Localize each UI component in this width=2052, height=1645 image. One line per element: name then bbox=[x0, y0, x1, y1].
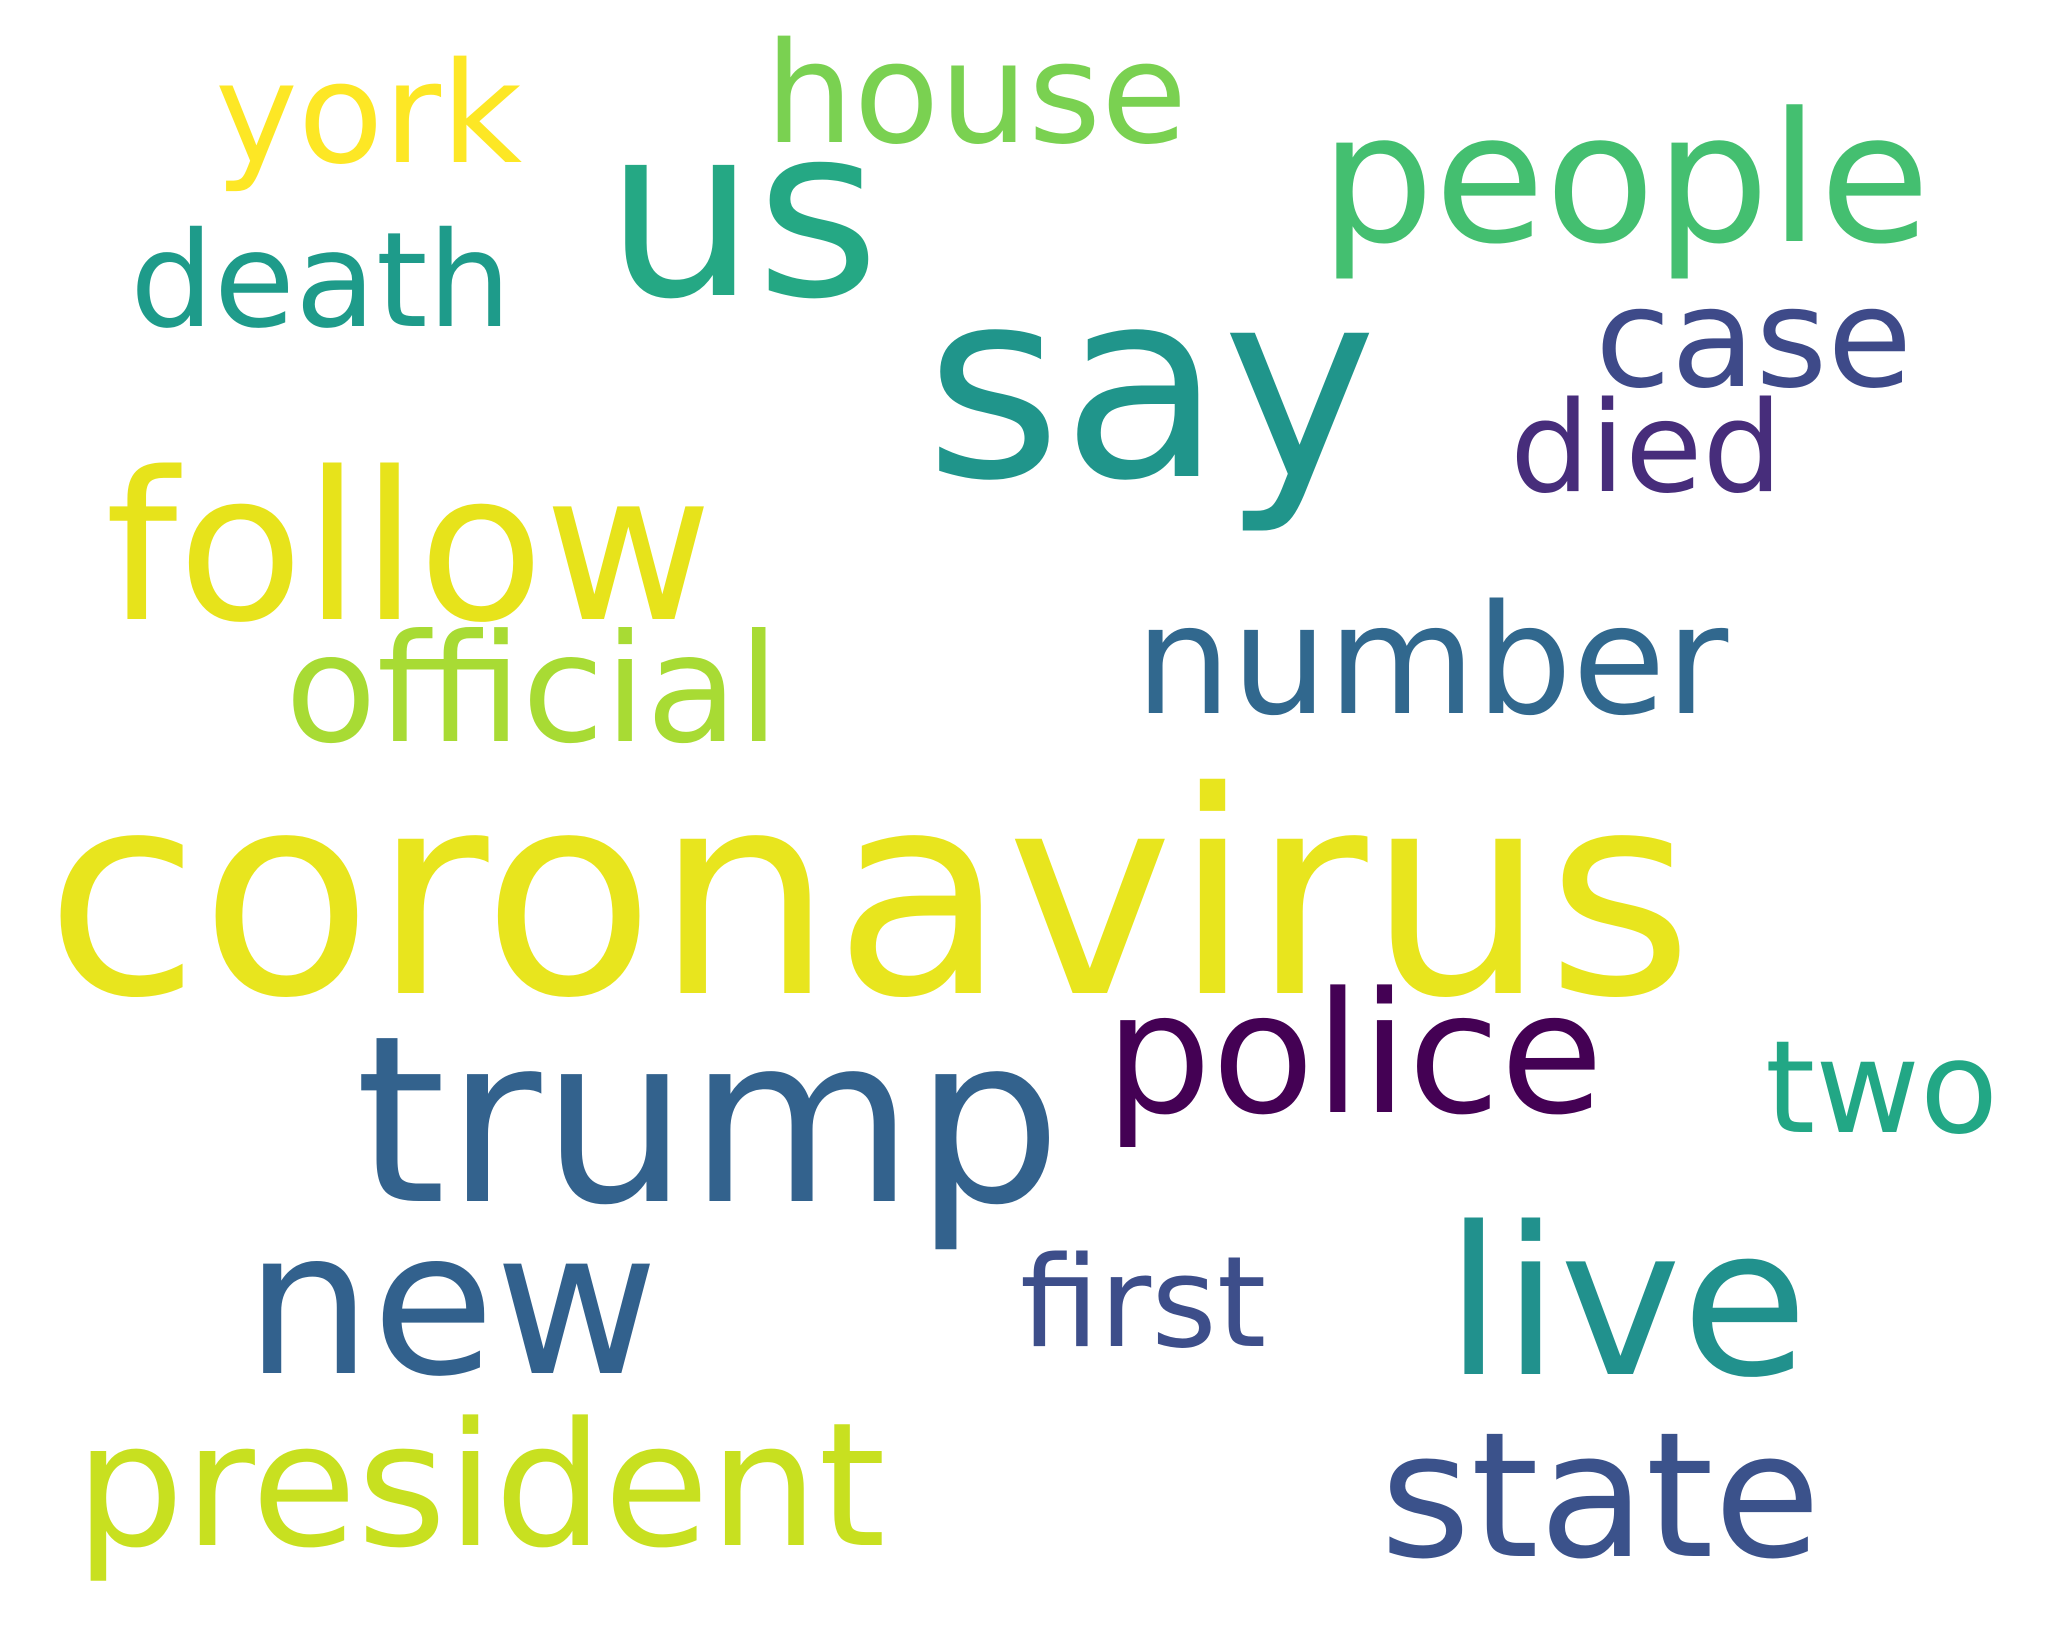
word-trump: trump bbox=[355, 986, 1062, 1256]
word-house: house bbox=[765, 13, 1188, 176]
word-death: death bbox=[130, 204, 512, 358]
word-follow: follow bbox=[105, 428, 713, 668]
word-president: president bbox=[75, 1385, 886, 1586]
word-two: two bbox=[1765, 1014, 1999, 1163]
word-live: live bbox=[1445, 1183, 1809, 1423]
word-us: us bbox=[605, 75, 880, 352]
word-state: state bbox=[1380, 1395, 1821, 1598]
word-case: case bbox=[1595, 258, 1913, 419]
word-say: say bbox=[925, 233, 1378, 538]
word-number: number bbox=[1135, 572, 1729, 749]
word-new: new bbox=[245, 1188, 659, 1421]
word-official: official bbox=[285, 603, 780, 777]
word-coronavirus: coronavirus bbox=[45, 731, 1694, 1060]
word-died: died bbox=[1510, 374, 1783, 521]
word-first: first bbox=[1020, 1229, 1267, 1376]
word-people: people bbox=[1320, 75, 1931, 284]
word-york: york bbox=[215, 33, 523, 196]
word-police: police bbox=[1105, 956, 1604, 1152]
